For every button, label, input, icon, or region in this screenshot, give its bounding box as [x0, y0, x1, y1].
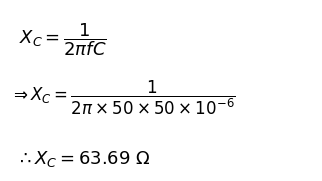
Text: $X_C = \dfrac{1}{2\pi fC}$: $X_C = \dfrac{1}{2\pi fC}$: [19, 22, 107, 58]
Text: $\therefore X_C = 63.69\ \Omega$: $\therefore X_C = 63.69\ \Omega$: [16, 149, 151, 169]
Text: $\Rightarrow X_C = \dfrac{1}{2\pi \times 50 \times 50 \times 10^{-6}}$: $\Rightarrow X_C = \dfrac{1}{2\pi \times…: [10, 79, 236, 117]
